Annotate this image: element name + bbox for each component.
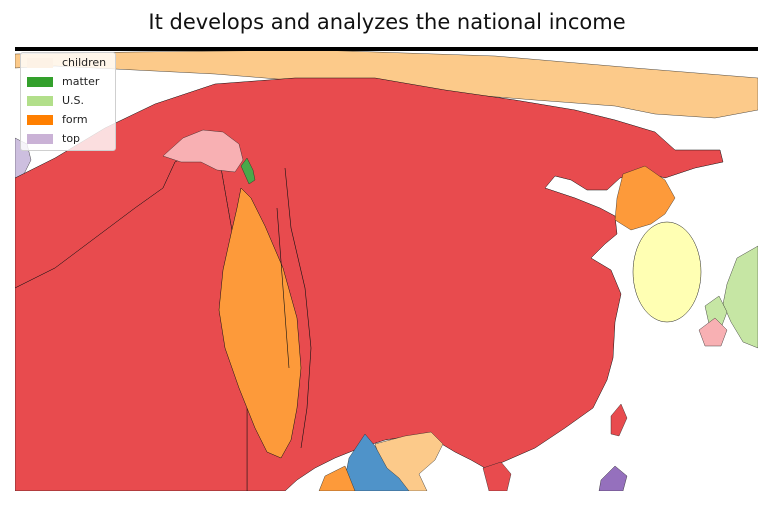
legend-swatch	[27, 96, 53, 106]
region-orange-south	[318, 465, 356, 491]
choropleth-map	[15, 48, 758, 491]
region-orange-peninsula	[218, 187, 302, 459]
region-orange-northeast	[614, 165, 676, 231]
region-yellow	[632, 221, 702, 323]
coastline-detail	[276, 167, 312, 449]
region-light-green-small	[704, 295, 728, 329]
legend-item-us: U.S.	[21, 93, 117, 111]
region-pink-north	[162, 129, 244, 173]
legend: children matter U.S. form top	[20, 52, 116, 151]
legend-item-matter: matter	[21, 74, 117, 92]
region-red-small-island	[610, 403, 628, 437]
region-pink-east	[698, 317, 728, 347]
region-light-green-east	[722, 245, 758, 349]
legend-item-top: top	[21, 131, 117, 149]
legend-label: top	[62, 132, 81, 145]
region-purple-southeast	[598, 465, 628, 491]
legend-swatch	[27, 115, 53, 125]
legend-label: matter	[62, 75, 100, 88]
legend-label: form	[62, 113, 88, 126]
legend-label: children	[62, 56, 107, 69]
legend-swatch	[27, 77, 53, 87]
legend-label: U.S.	[62, 94, 85, 107]
legend-swatch	[27, 134, 53, 144]
region-red-south-coast	[482, 461, 512, 491]
map-title: It develops and analyzes the national in…	[148, 10, 626, 34]
legend-item-children: children	[21, 55, 117, 73]
legend-swatch	[27, 58, 53, 68]
map-top-border	[15, 47, 758, 51]
region-green-small	[240, 157, 256, 185]
legend-item-form: form	[21, 112, 117, 130]
